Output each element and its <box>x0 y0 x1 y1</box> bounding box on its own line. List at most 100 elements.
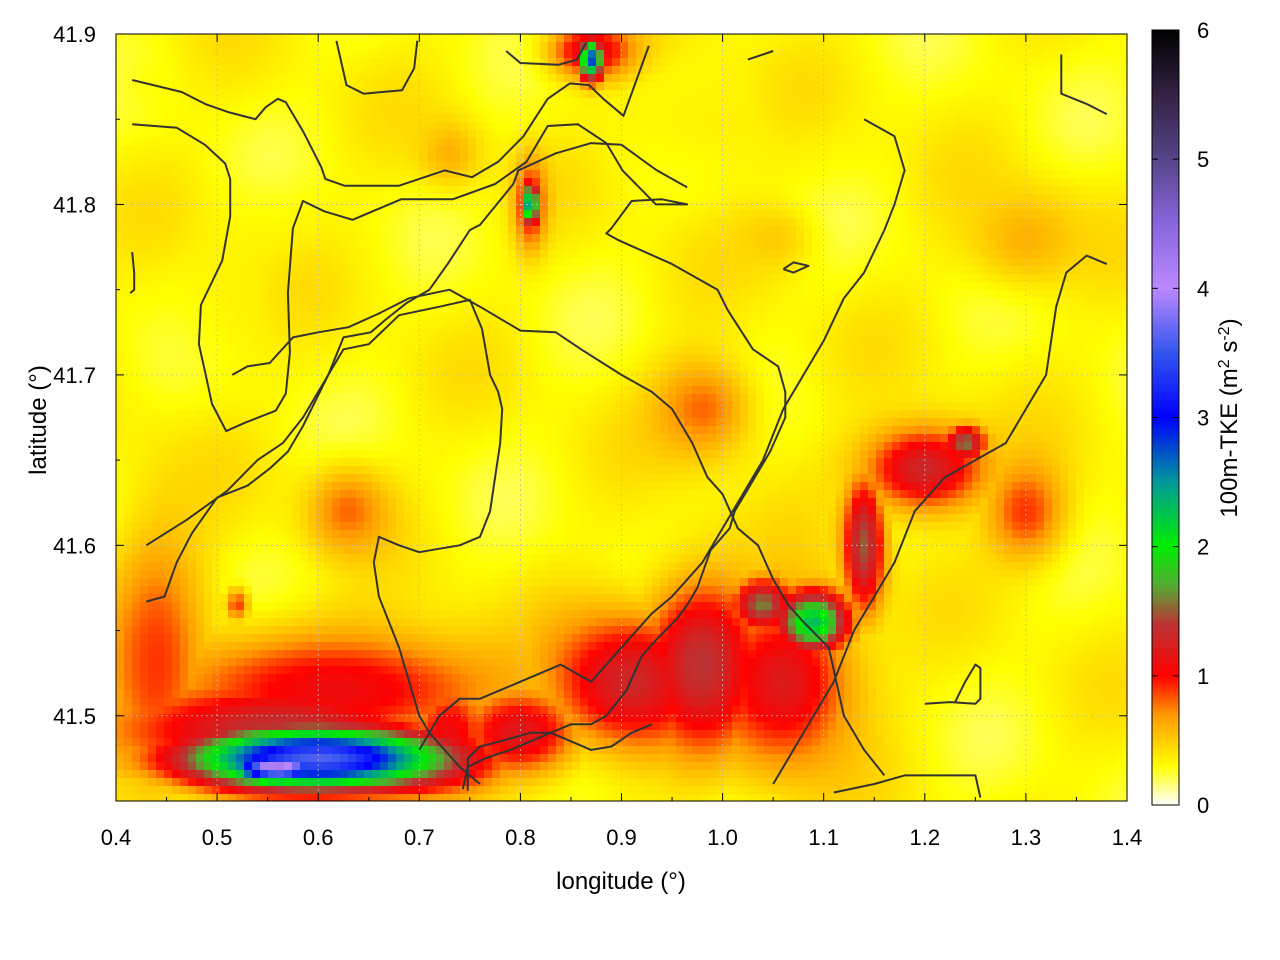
heatmap-cell <box>508 778 517 787</box>
heatmap-cell <box>356 378 365 387</box>
heatmap-cell <box>284 754 293 763</box>
heatmap-cell <box>348 74 357 83</box>
heatmap-cell <box>316 298 325 307</box>
heatmap-cell <box>124 170 133 179</box>
heatmap-cell <box>428 746 437 755</box>
heatmap-cell <box>156 378 165 387</box>
heatmap-cell <box>148 330 157 339</box>
heatmap-cell <box>284 722 293 731</box>
heatmap-cell <box>244 698 253 707</box>
heatmap-cell <box>516 738 525 747</box>
heatmap-cell <box>428 706 437 715</box>
heatmap-cell <box>340 258 349 267</box>
heatmap-cell <box>492 418 501 427</box>
heatmap-cell <box>388 106 397 115</box>
heatmap-cell <box>340 498 349 507</box>
heatmap-cell <box>508 290 517 299</box>
heatmap-cell <box>516 522 525 531</box>
heatmap-cell <box>484 490 493 499</box>
heatmap-cell <box>412 434 421 443</box>
heatmap-cell <box>236 170 245 179</box>
heatmap-cell <box>316 450 325 459</box>
heatmap-cell <box>348 586 357 595</box>
heatmap-cell <box>300 778 309 787</box>
heatmap-cell <box>228 274 237 283</box>
heatmap-cell <box>244 250 253 259</box>
heatmap-cell <box>412 58 421 67</box>
heatmap-cell <box>452 498 461 507</box>
heatmap-cell <box>340 306 349 315</box>
heatmap-cell <box>412 386 421 395</box>
heatmap-cell <box>164 602 173 611</box>
heatmap-cell <box>388 394 397 403</box>
heatmap-cell <box>260 442 269 451</box>
heatmap-cell <box>300 706 309 715</box>
heatmap-cell <box>324 250 333 259</box>
heatmap-cell <box>212 122 221 131</box>
heatmap-cell <box>172 762 181 771</box>
heatmap-cell <box>404 138 413 147</box>
heatmap-cell <box>156 210 165 219</box>
heatmap-cell <box>492 722 501 731</box>
heatmap-cell <box>372 530 381 539</box>
heatmap-cell <box>468 322 477 331</box>
heatmap-cell <box>404 554 413 563</box>
heatmap-cell <box>268 82 277 91</box>
heatmap-cell <box>476 378 485 387</box>
heatmap-cell <box>268 618 277 627</box>
heatmap-cell <box>508 98 517 107</box>
heatmap-cell <box>500 322 509 331</box>
heatmap-cell <box>444 738 453 747</box>
heatmap-cell <box>300 282 309 291</box>
heatmap-cell <box>404 714 413 723</box>
heatmap-cell <box>420 234 429 243</box>
heatmap-cell <box>300 146 309 155</box>
heatmap-cell <box>420 322 429 331</box>
heatmap-cell <box>116 634 125 643</box>
heatmap-cell <box>284 554 293 563</box>
heatmap-cell <box>308 314 317 323</box>
heatmap-cell <box>148 210 157 219</box>
heatmap-cell <box>300 610 309 619</box>
heatmap-cell <box>220 762 229 771</box>
heatmap-cell <box>196 602 205 611</box>
heatmap-cell <box>468 50 477 59</box>
heatmap-cell <box>132 770 141 779</box>
heatmap-cell <box>516 338 525 347</box>
heatmap-cell <box>124 266 133 275</box>
heatmap-cell <box>500 602 509 611</box>
heatmap-cell <box>324 314 333 323</box>
heatmap-cell <box>460 338 469 347</box>
heatmap-cell <box>380 490 389 499</box>
heatmap-cell <box>508 370 517 379</box>
heatmap-cell <box>500 90 509 99</box>
heatmap-cell <box>396 738 405 747</box>
heatmap-cell <box>316 706 325 715</box>
heatmap-cell <box>124 530 133 539</box>
heatmap-cell <box>332 258 341 267</box>
heatmap-cell <box>436 66 445 75</box>
heatmap-cell <box>172 34 181 43</box>
heatmap-cell <box>428 322 437 331</box>
heatmap-cell <box>300 290 309 299</box>
heatmap-cell <box>196 762 205 771</box>
heatmap-cell <box>260 298 269 307</box>
heatmap-cell <box>260 322 269 331</box>
heatmap-cell <box>508 170 517 179</box>
heatmap-cell <box>196 466 205 475</box>
heatmap-cell <box>188 570 197 579</box>
heatmap-cell <box>508 538 517 547</box>
heatmap-cell <box>204 282 213 291</box>
heatmap-cell <box>452 314 461 323</box>
heatmap-cell <box>356 346 365 355</box>
heatmap-cell <box>324 770 333 779</box>
heatmap-cell <box>444 98 453 107</box>
heatmap-cell <box>220 730 229 739</box>
heatmap-cell <box>116 162 125 171</box>
heatmap-cell <box>284 418 293 427</box>
heatmap-cell <box>164 234 173 243</box>
heatmap-cell <box>428 530 437 539</box>
heatmap-cell <box>204 370 213 379</box>
heatmap-cell <box>116 250 125 259</box>
heatmap-cell <box>388 650 397 659</box>
